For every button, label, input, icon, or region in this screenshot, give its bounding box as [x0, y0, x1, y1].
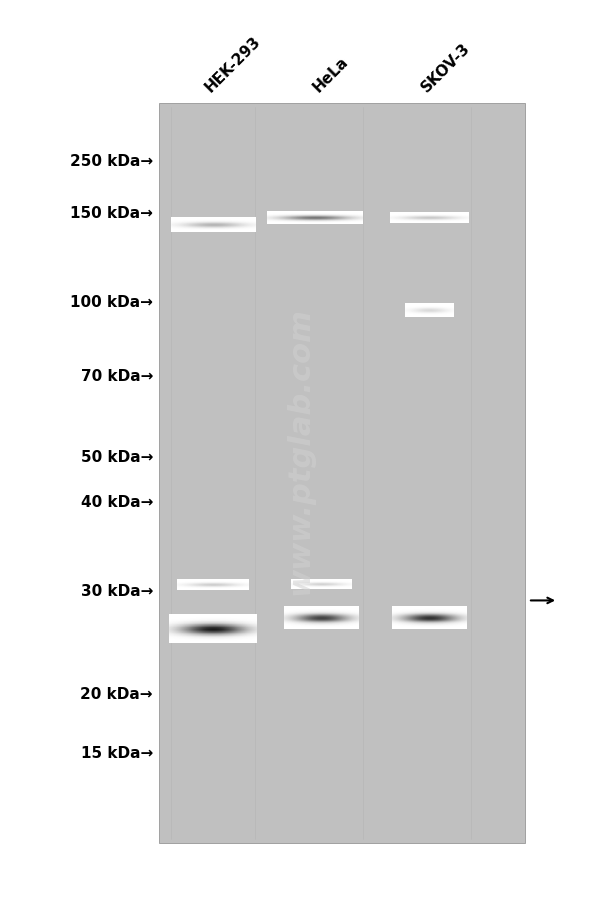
- Text: 50 kDa→: 50 kDa→: [80, 450, 153, 465]
- Text: 20 kDa→: 20 kDa→: [80, 686, 153, 702]
- Text: 15 kDa→: 15 kDa→: [81, 746, 153, 760]
- Text: HeLa: HeLa: [310, 53, 352, 95]
- Text: www.ptglab.com: www.ptglab.com: [286, 308, 314, 594]
- Text: 150 kDa→: 150 kDa→: [70, 206, 153, 221]
- Text: HEK-293: HEK-293: [202, 33, 264, 95]
- Text: 40 kDa→: 40 kDa→: [80, 494, 153, 509]
- Text: 100 kDa→: 100 kDa→: [70, 294, 153, 309]
- FancyBboxPatch shape: [159, 104, 525, 843]
- Text: SKOV-3: SKOV-3: [418, 40, 473, 95]
- Text: 30 kDa→: 30 kDa→: [80, 583, 153, 598]
- Text: 70 kDa→: 70 kDa→: [80, 368, 153, 383]
- Text: 250 kDa→: 250 kDa→: [70, 154, 153, 169]
